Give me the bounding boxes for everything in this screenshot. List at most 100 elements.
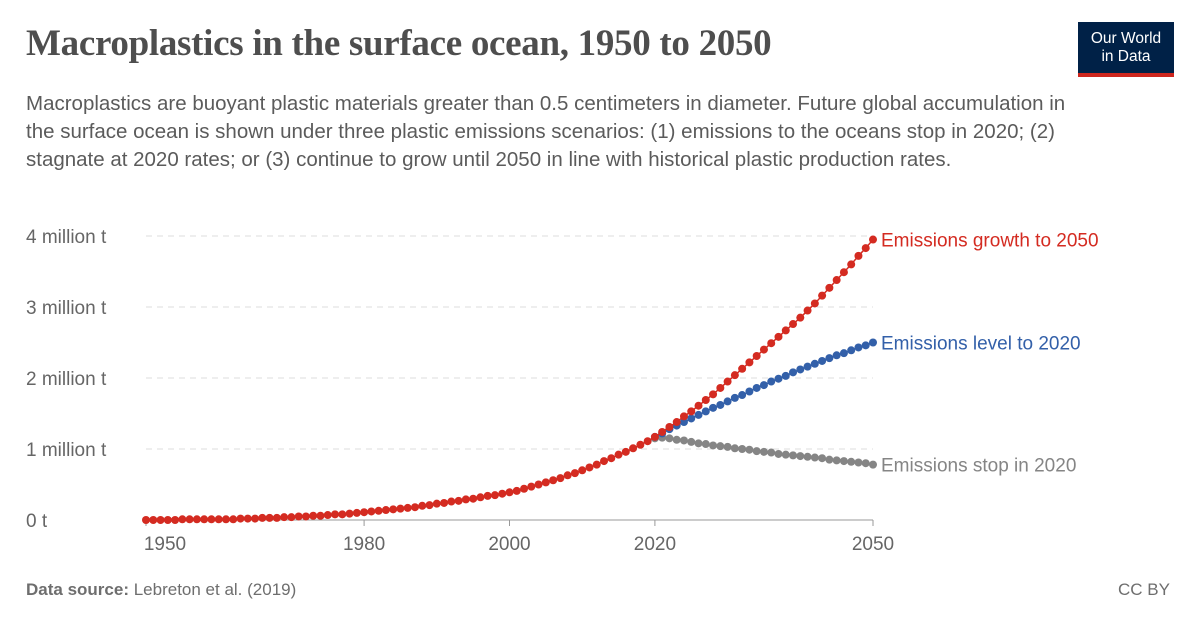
data-point[interactable]	[789, 451, 798, 460]
data-point[interactable]	[738, 391, 747, 400]
data-point[interactable]	[221, 515, 230, 524]
data-point[interactable]	[774, 332, 783, 341]
data-point[interactable]	[694, 410, 703, 419]
data-point[interactable]	[287, 513, 296, 522]
data-point[interactable]	[709, 390, 718, 399]
data-point[interactable]	[367, 507, 376, 516]
data-point[interactable]	[301, 512, 310, 521]
data-point[interactable]	[839, 268, 848, 277]
data-point[interactable]	[432, 499, 441, 508]
data-point[interactable]	[527, 482, 536, 491]
data-point[interactable]	[774, 374, 783, 383]
data-point[interactable]	[396, 504, 405, 513]
data-point[interactable]	[803, 306, 812, 315]
data-point[interactable]	[759, 345, 768, 354]
data-point[interactable]	[723, 377, 732, 386]
data-point[interactable]	[410, 503, 419, 512]
data-point[interactable]	[607, 454, 616, 463]
data-point[interactable]	[534, 480, 543, 489]
data-point[interactable]	[716, 442, 725, 451]
data-point[interactable]	[854, 343, 863, 352]
data-point[interactable]	[781, 450, 790, 459]
data-point[interactable]	[229, 515, 238, 524]
data-point[interactable]	[200, 515, 209, 524]
data-point[interactable]	[447, 497, 456, 506]
data-point[interactable]	[338, 510, 347, 519]
data-point[interactable]	[730, 444, 739, 453]
data-point[interactable]	[214, 515, 223, 524]
data-point[interactable]	[861, 244, 870, 253]
data-point[interactable]	[541, 478, 550, 487]
owid-logo[interactable]: Our World in Data	[1078, 22, 1174, 77]
data-point[interactable]	[781, 371, 790, 380]
data-point[interactable]	[650, 432, 659, 441]
data-point[interactable]	[687, 437, 696, 446]
data-point[interactable]	[585, 463, 594, 472]
data-point[interactable]	[810, 299, 819, 308]
data-point[interactable]	[854, 251, 863, 260]
data-point[interactable]	[171, 516, 180, 524]
data-point[interactable]	[469, 494, 478, 503]
data-point[interactable]	[767, 448, 776, 457]
data-point[interactable]	[156, 516, 165, 524]
data-point[interactable]	[869, 338, 877, 347]
data-point[interactable]	[803, 362, 812, 371]
data-point[interactable]	[789, 320, 798, 329]
data-point[interactable]	[803, 452, 812, 461]
data-point[interactable]	[658, 427, 667, 436]
data-point[interactable]	[796, 365, 805, 374]
data-point[interactable]	[810, 359, 819, 368]
data-point[interactable]	[854, 458, 863, 467]
data-point[interactable]	[512, 486, 521, 495]
data-point[interactable]	[629, 444, 638, 453]
data-point[interactable]	[600, 457, 609, 466]
data-point[interactable]	[832, 351, 841, 360]
data-point[interactable]	[701, 440, 710, 449]
data-point[interactable]	[490, 491, 499, 500]
data-point[interactable]	[672, 435, 681, 444]
data-point[interactable]	[818, 356, 827, 365]
data-point[interactable]	[505, 488, 514, 497]
data-point[interactable]	[709, 403, 718, 412]
data-point[interactable]	[745, 387, 754, 396]
data-point[interactable]	[847, 457, 856, 466]
data-point[interactable]	[738, 445, 747, 453]
data-point[interactable]	[672, 418, 681, 427]
data-point[interactable]	[839, 457, 848, 466]
data-point[interactable]	[847, 346, 856, 355]
data-point[interactable]	[316, 511, 325, 520]
data-point[interactable]	[309, 511, 318, 520]
data-point[interactable]	[679, 436, 688, 445]
data-point[interactable]	[701, 396, 710, 405]
data-point[interactable]	[687, 407, 696, 416]
data-point[interactable]	[730, 371, 739, 380]
data-point[interactable]	[374, 506, 383, 515]
data-point[interactable]	[694, 401, 703, 410]
data-point[interactable]	[163, 516, 172, 524]
data-point[interactable]	[723, 442, 732, 451]
data-point[interactable]	[570, 469, 579, 478]
data-point[interactable]	[142, 516, 150, 524]
data-point[interactable]	[687, 414, 696, 423]
data-point[interactable]	[345, 509, 354, 518]
data-point[interactable]	[258, 513, 267, 522]
data-point[interactable]	[832, 276, 841, 285]
data-point[interactable]	[781, 326, 790, 335]
data-point[interactable]	[440, 498, 449, 507]
data-point[interactable]	[323, 511, 332, 520]
data-point[interactable]	[251, 514, 260, 523]
data-point[interactable]	[759, 447, 768, 456]
data-point[interactable]	[869, 235, 877, 244]
data-point[interactable]	[818, 291, 827, 300]
data-point[interactable]	[789, 368, 798, 377]
data-point[interactable]	[483, 491, 492, 500]
data-point[interactable]	[810, 453, 819, 462]
data-point[interactable]	[498, 489, 507, 498]
data-point[interactable]	[243, 514, 252, 523]
data-point[interactable]	[665, 434, 674, 443]
data-point[interactable]	[847, 260, 856, 269]
data-point[interactable]	[709, 441, 718, 450]
data-point[interactable]	[280, 513, 289, 522]
data-point[interactable]	[716, 383, 725, 392]
data-point[interactable]	[759, 381, 768, 390]
